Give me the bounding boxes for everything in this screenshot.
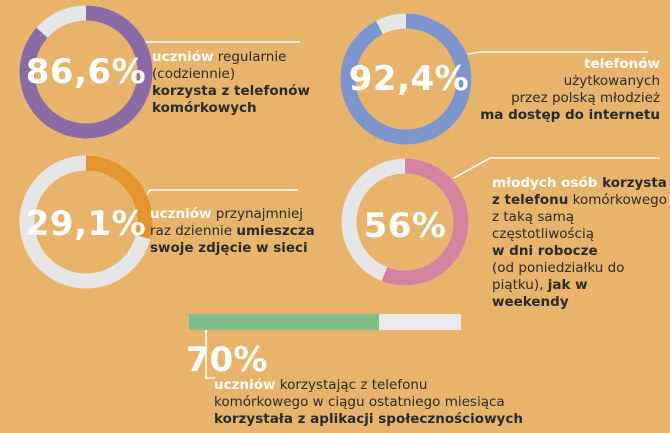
caption-text: telefonów <box>584 56 660 72</box>
donut-chart-92-4 <box>340 13 472 145</box>
caption-line: raz dziennie umieszcza <box>150 223 325 240</box>
value-label-29-1: 29,1% <box>26 204 146 244</box>
caption-line: (codziennie) <box>152 66 322 83</box>
leader-line-1 <box>134 39 300 43</box>
caption-line: przez polską młodzież <box>470 90 660 107</box>
caption-line: korzystała z aplikacji społecznościowych <box>214 411 544 428</box>
caption-text: uczniów <box>152 49 214 65</box>
caption-text: częstotliwością <box>492 226 594 242</box>
caption-line: z telefonu komórkowego <box>492 192 667 209</box>
caption-92-4: telefonów użytkowanych przez polską młodzi… <box>470 56 660 124</box>
value-label-56: 56% <box>364 206 447 246</box>
caption-line: z taką samą <box>492 209 667 226</box>
value-label-92-4: 92,4% <box>349 59 469 99</box>
donut-chart-56 <box>341 158 469 286</box>
caption-text: korzysta z telefonów <box>152 83 310 99</box>
caption-text: komórkowego w ciągu ostatniego miesiąca <box>214 394 505 410</box>
caption-text: przez polską młodzież <box>511 90 660 106</box>
caption-line: korzysta z telefonów <box>152 83 322 100</box>
caption-86-6: uczniów regularnie (codziennie) korzysta z… <box>152 49 322 117</box>
caption-70: uczniów korzystając z telefonu komórkoweg… <box>214 377 544 428</box>
leader-line-3 <box>137 189 298 208</box>
donut-chart-86-6 <box>19 5 153 139</box>
caption-line: użytkowanych <box>470 73 660 90</box>
caption-line: ma dostęp do internetu <box>470 107 660 124</box>
leader-line-5 <box>205 330 215 379</box>
caption-text: komórkowego <box>568 192 667 208</box>
caption-text: uczniów <box>214 377 276 393</box>
caption-line: uczniów regularnie <box>152 49 322 66</box>
caption-text: piątku), <box>492 277 548 293</box>
donut-value-arc <box>19 5 153 139</box>
caption-text: (codziennie) <box>152 66 236 82</box>
caption-line: młodych osób korzysta <box>492 175 667 192</box>
caption-text: z telefonu <box>492 192 569 208</box>
caption-line: telefonów <box>470 56 660 73</box>
donut-chart-29-1 <box>19 155 153 289</box>
caption-text: uczniów <box>150 206 212 222</box>
caption-text: w dni robocze <box>492 243 598 259</box>
donut-value-arc <box>340 13 472 145</box>
leader-line-4 <box>453 157 660 179</box>
donut-value-arc <box>381 158 469 286</box>
caption-line: w dni robocze <box>492 243 667 260</box>
caption-text: (od poniedziałku do <box>492 260 625 276</box>
caption-text: korzystając z telefonu <box>275 377 428 393</box>
caption-29-1: uczniów przynajmniej raz dziennie umieszc… <box>150 206 325 257</box>
caption-text: jak w weekendy <box>492 277 593 310</box>
caption-56: młodych osób korzysta z telefonu komórkow… <box>492 175 667 311</box>
caption-text: z taką samą <box>492 209 575 225</box>
caption-text: swoje zdjęcie w sieci <box>150 240 308 256</box>
caption-text: przynajmniej <box>211 206 304 222</box>
caption-text: komórkowych <box>152 100 257 116</box>
caption-line: komórkowego w ciągu ostatniego miesiąca <box>214 394 544 411</box>
caption-text: regularnie <box>213 49 287 65</box>
caption-line: częstotliwością <box>492 226 667 243</box>
caption-text: młodych osób <box>492 175 598 191</box>
caption-line: uczniów przynajmniej <box>150 206 325 223</box>
caption-line: uczniów korzystając z telefonu <box>214 377 544 394</box>
caption-text: raz dziennie <box>150 223 237 239</box>
progress-bar-fill <box>189 314 380 330</box>
caption-line: piątku), jak w weekendy <box>492 277 667 311</box>
donut-value-arc <box>85 155 153 239</box>
progress-bar-track <box>189 314 461 330</box>
caption-text: ma dostęp do internetu <box>480 107 660 123</box>
caption-line: komórkowych <box>152 100 322 117</box>
caption-text: użytkowanych <box>563 73 660 89</box>
value-label-70: 70% <box>186 340 268 380</box>
caption-text: umieszcza <box>236 223 315 239</box>
caption-line: (od poniedziałku do <box>492 260 667 277</box>
caption-line: swoje zdjęcie w sieci <box>150 240 325 257</box>
leader-line-2 <box>467 51 648 55</box>
caption-text: korzysta <box>597 175 667 191</box>
caption-text: korzystała z aplikacji społecznościowych <box>214 411 523 427</box>
value-label-86-6: 86,6% <box>26 52 146 92</box>
